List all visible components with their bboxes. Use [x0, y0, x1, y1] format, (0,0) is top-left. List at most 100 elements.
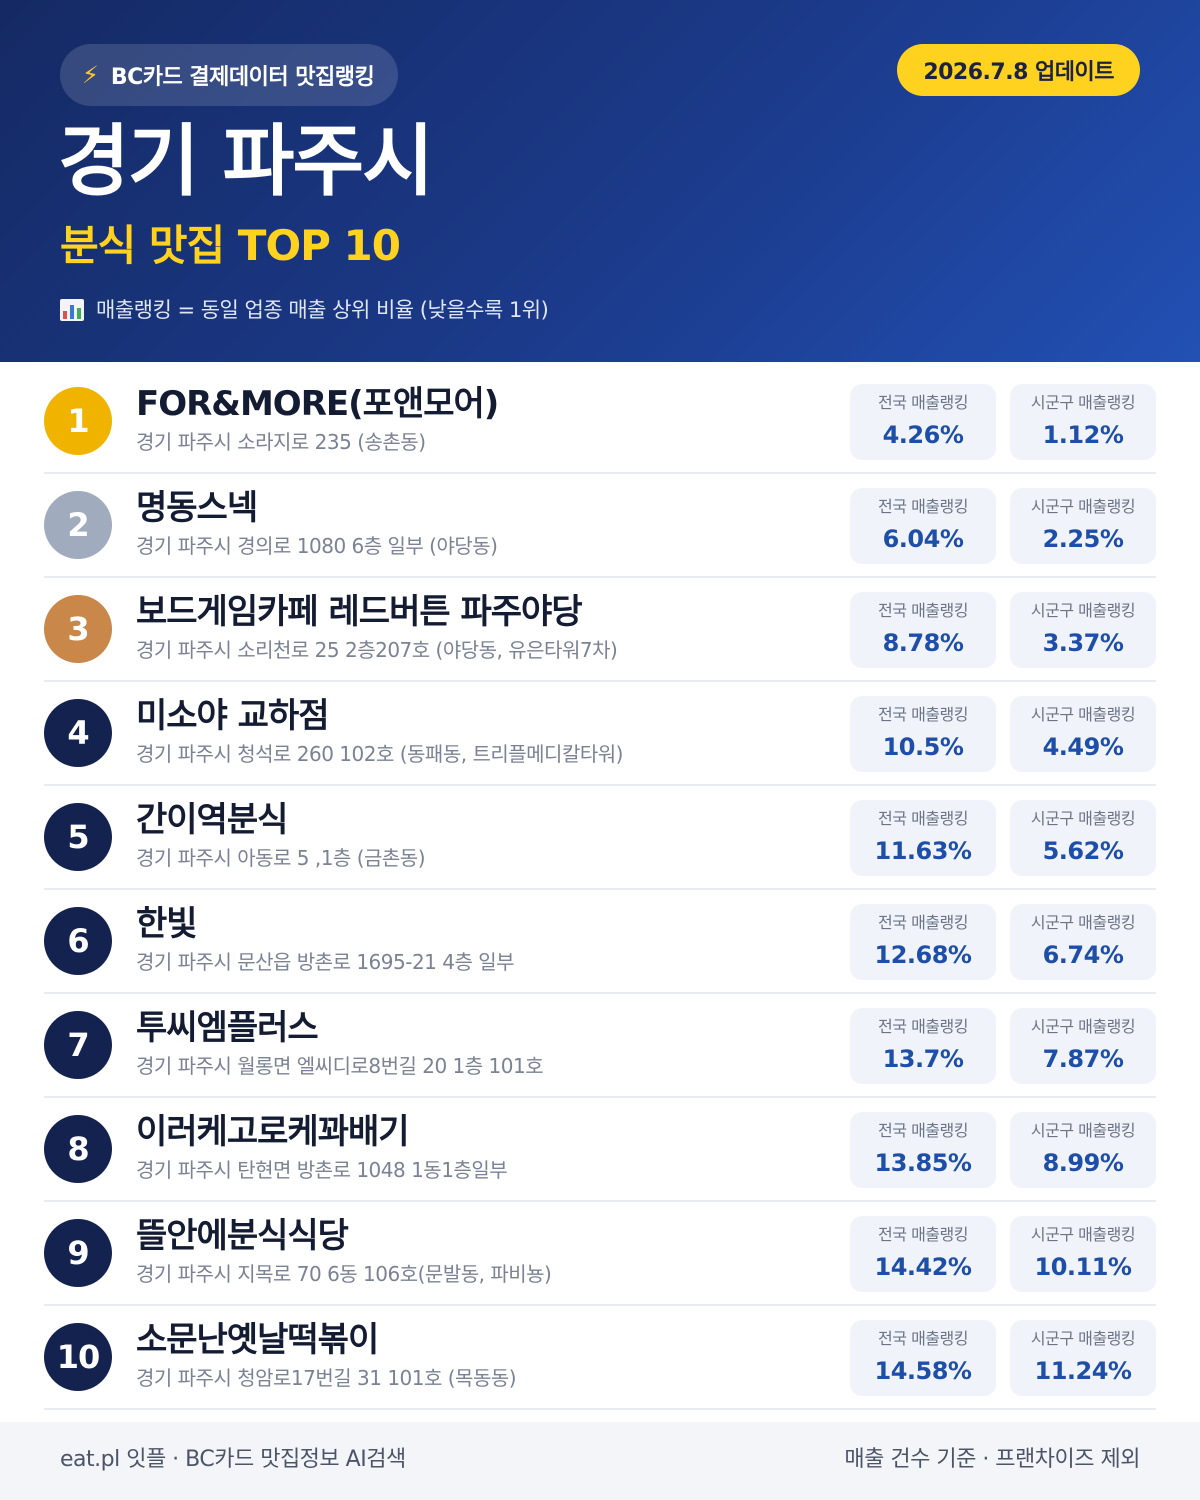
- local-ranking-box: 시군구 매출랭킹 11.24%: [1010, 1320, 1156, 1396]
- restaurant-name[interactable]: 한빛: [136, 904, 198, 944]
- local-ranking-label: 시군구 매출랭킹: [1030, 1329, 1136, 1348]
- restaurant-address: 경기 파주시 문산읍 방촌로 1695-21 4층 일부: [136, 950, 515, 974]
- footer: eat.pl 잇플 · BC카드 맛집정보 AI검색 매출 건수 기준 · 프랜…: [0, 1422, 1200, 1500]
- rank-badge: 9: [44, 1219, 112, 1287]
- national-ranking-value: 13.7%: [882, 1045, 964, 1073]
- national-ranking-box: 전국 매출랭킹 11.63%: [850, 800, 996, 876]
- rank-badge: 6: [44, 907, 112, 975]
- national-ranking-box: 전국 매출랭킹 8.78%: [850, 592, 996, 668]
- national-ranking-value: 10.5%: [882, 733, 964, 761]
- local-ranking-box: 시군구 매출랭킹 1.12%: [1010, 384, 1156, 460]
- ranking-list: 1 FOR&MORE(포앤모어) 경기 파주시 소라지로 235 (송촌동) 전…: [44, 370, 1156, 1410]
- national-ranking-value: 11.63%: [874, 837, 972, 865]
- local-ranking-value: 2.25%: [1042, 525, 1124, 553]
- national-ranking-box: 전국 매출랭킹 4.26%: [850, 384, 996, 460]
- restaurant-name[interactable]: FOR&MORE(포앤모어): [136, 384, 499, 424]
- restaurant-address: 경기 파주시 탄현면 방촌로 1048 1동1층일부: [136, 1158, 508, 1182]
- footer-note: 매출 건수 기준 · 프랜차이즈 제외: [844, 1447, 1140, 1472]
- list-item[interactable]: 3 보드게임카페 레드버튼 파주야당 경기 파주시 소리천로 25 2층207호…: [44, 578, 1156, 682]
- list-item[interactable]: 7 투씨엠플러스 경기 파주시 월롱면 엘씨디로8번길 20 1층 101호 전…: [44, 994, 1156, 1098]
- restaurant-name[interactable]: 투씨엠플러스: [136, 1008, 319, 1048]
- local-ranking-label: 시군구 매출랭킹: [1030, 705, 1136, 724]
- national-ranking-value: 4.26%: [882, 421, 964, 449]
- rank-badge: 8: [44, 1115, 112, 1183]
- restaurant-name[interactable]: 뜰안에분식식당: [136, 1216, 349, 1256]
- rank-badge: 10: [44, 1323, 112, 1391]
- national-ranking-box: 전국 매출랭킹 6.04%: [850, 488, 996, 564]
- national-ranking-box: 전국 매출랭킹 12.68%: [850, 904, 996, 980]
- rank-badge: 7: [44, 1011, 112, 1079]
- restaurant-address: 경기 파주시 청석로 260 102호 (동패동, 트리플메디칼타워): [136, 742, 623, 766]
- local-ranking-box: 시군구 매출랭킹 6.74%: [1010, 904, 1156, 980]
- local-ranking-value: 8.99%: [1042, 1149, 1124, 1177]
- national-ranking-label: 전국 매출랭킹: [878, 809, 968, 828]
- legend-text: 매출랭킹 = 동일 업종 매출 상위 비율 (낮을수록 1위): [96, 298, 549, 322]
- local-ranking-box: 시군구 매출랭킹 4.49%: [1010, 696, 1156, 772]
- restaurant-name[interactable]: 소문난옛날떡볶이: [136, 1320, 379, 1360]
- local-ranking-label: 시군구 매출랭킹: [1030, 1225, 1136, 1244]
- list-item[interactable]: 6 한빛 경기 파주시 문산읍 방촌로 1695-21 4층 일부 전국 매출랭…: [44, 890, 1156, 994]
- national-ranking-label: 전국 매출랭킹: [878, 913, 968, 932]
- restaurant-address: 경기 파주시 청암로17번길 31 101호 (목동동): [136, 1366, 517, 1390]
- list-item[interactable]: 2 명동스넥 경기 파주시 경의로 1080 6층 일부 (야당동) 전국 매출…: [44, 474, 1156, 578]
- local-ranking-value: 11.24%: [1034, 1357, 1132, 1385]
- rank-badge: 4: [44, 699, 112, 767]
- local-ranking-value: 4.49%: [1042, 733, 1124, 761]
- local-ranking-value: 1.12%: [1042, 421, 1124, 449]
- national-ranking-box: 전국 매출랭킹 10.5%: [850, 696, 996, 772]
- national-ranking-value: 14.42%: [874, 1253, 972, 1281]
- rank-badge: 1: [44, 387, 112, 455]
- list-item[interactable]: 4 미소야 교하점 경기 파주시 청석로 260 102호 (동패동, 트리플메…: [44, 682, 1156, 786]
- lightning-icon: ⚡: [82, 61, 99, 89]
- local-ranking-box: 시군구 매출랭킹 5.62%: [1010, 800, 1156, 876]
- list-item[interactable]: 8 이러케고로케꽈배기 경기 파주시 탄현면 방촌로 1048 1동1층일부 전…: [44, 1098, 1156, 1202]
- local-ranking-value: 3.37%: [1042, 629, 1124, 657]
- list-item[interactable]: 9 뜰안에분식식당 경기 파주시 지목로 70 6동 106호(문발동, 파비뇽…: [44, 1202, 1156, 1306]
- restaurant-address: 경기 파주시 월롱면 엘씨디로8번길 20 1층 101호: [136, 1054, 544, 1078]
- restaurant-name[interactable]: 이러케고로케꽈배기: [136, 1112, 410, 1152]
- local-ranking-box: 시군구 매출랭킹 2.25%: [1010, 488, 1156, 564]
- local-ranking-box: 시군구 매출랭킹 3.37%: [1010, 592, 1156, 668]
- local-ranking-label: 시군구 매출랭킹: [1030, 393, 1136, 412]
- brand-label: BC카드 결제데이터 맛집랭킹: [110, 65, 375, 90]
- update-badge: 2026.7.8 업데이트: [897, 44, 1140, 96]
- ranking-legend: 매출랭킹 = 동일 업종 매출 상위 비율 (낮을수록 1위): [60, 294, 549, 326]
- rank-badge: 2: [44, 491, 112, 559]
- footer-source: eat.pl 잇플 · BC카드 맛집정보 AI검색: [60, 1447, 406, 1472]
- list-item[interactable]: 5 간이역분식 경기 파주시 아동로 5 ,1층 (금촌동) 전국 매출랭킹 1…: [44, 786, 1156, 890]
- local-ranking-box: 시군구 매출랭킹 10.11%: [1010, 1216, 1156, 1292]
- national-ranking-value: 6.04%: [882, 525, 964, 553]
- rank-badge: 5: [44, 803, 112, 871]
- local-ranking-value: 6.74%: [1042, 941, 1124, 969]
- restaurant-address: 경기 파주시 경의로 1080 6층 일부 (야당동): [136, 534, 498, 558]
- restaurant-name[interactable]: 보드게임카페 레드버튼 파주야당: [136, 592, 583, 632]
- local-ranking-label: 시군구 매출랭킹: [1030, 1121, 1136, 1140]
- national-ranking-label: 전국 매출랭킹: [878, 1121, 968, 1140]
- restaurant-address: 경기 파주시 지목로 70 6동 106호(문발동, 파비뇽): [136, 1262, 552, 1286]
- list-item[interactable]: 10 소문난옛날떡볶이 경기 파주시 청암로17번길 31 101호 (목동동)…: [44, 1306, 1156, 1410]
- local-ranking-label: 시군구 매출랭킹: [1030, 809, 1136, 828]
- local-ranking-box: 시군구 매출랭킹 8.99%: [1010, 1112, 1156, 1188]
- restaurant-name[interactable]: 미소야 교하점: [136, 696, 330, 736]
- local-ranking-label: 시군구 매출랭킹: [1030, 913, 1136, 932]
- brand-pill: ⚡ BC카드 결제데이터 맛집랭킹: [60, 44, 399, 106]
- restaurant-name[interactable]: 명동스넥: [136, 488, 258, 528]
- national-ranking-label: 전국 매출랭킹: [878, 601, 968, 620]
- national-ranking-label: 전국 매출랭킹: [878, 705, 968, 724]
- national-ranking-label: 전국 매출랭킹: [878, 1329, 968, 1348]
- restaurant-name[interactable]: 간이역분식: [136, 800, 288, 840]
- national-ranking-label: 전국 매출랭킹: [878, 393, 968, 412]
- page-subtitle: 분식 맛집 TOP 10: [60, 221, 401, 270]
- national-ranking-value: 14.58%: [874, 1357, 972, 1385]
- local-ranking-value: 5.62%: [1042, 837, 1124, 865]
- restaurant-address: 경기 파주시 소라지로 235 (송촌동): [136, 430, 426, 454]
- header: ⚡ BC카드 결제데이터 맛집랭킹 2026.7.8 업데이트 경기 파주시 분…: [0, 0, 1200, 362]
- restaurant-address: 경기 파주시 아동로 5 ,1층 (금촌동): [136, 846, 426, 870]
- local-ranking-value: 7.87%: [1042, 1045, 1124, 1073]
- local-ranking-value: 10.11%: [1034, 1253, 1132, 1281]
- list-item[interactable]: 1 FOR&MORE(포앤모어) 경기 파주시 소라지로 235 (송촌동) 전…: [44, 370, 1156, 474]
- national-ranking-label: 전국 매출랭킹: [878, 497, 968, 516]
- national-ranking-box: 전국 매출랭킹 13.85%: [850, 1112, 996, 1188]
- page-title: 경기 파주시: [58, 117, 434, 207]
- national-ranking-value: 12.68%: [874, 941, 972, 969]
